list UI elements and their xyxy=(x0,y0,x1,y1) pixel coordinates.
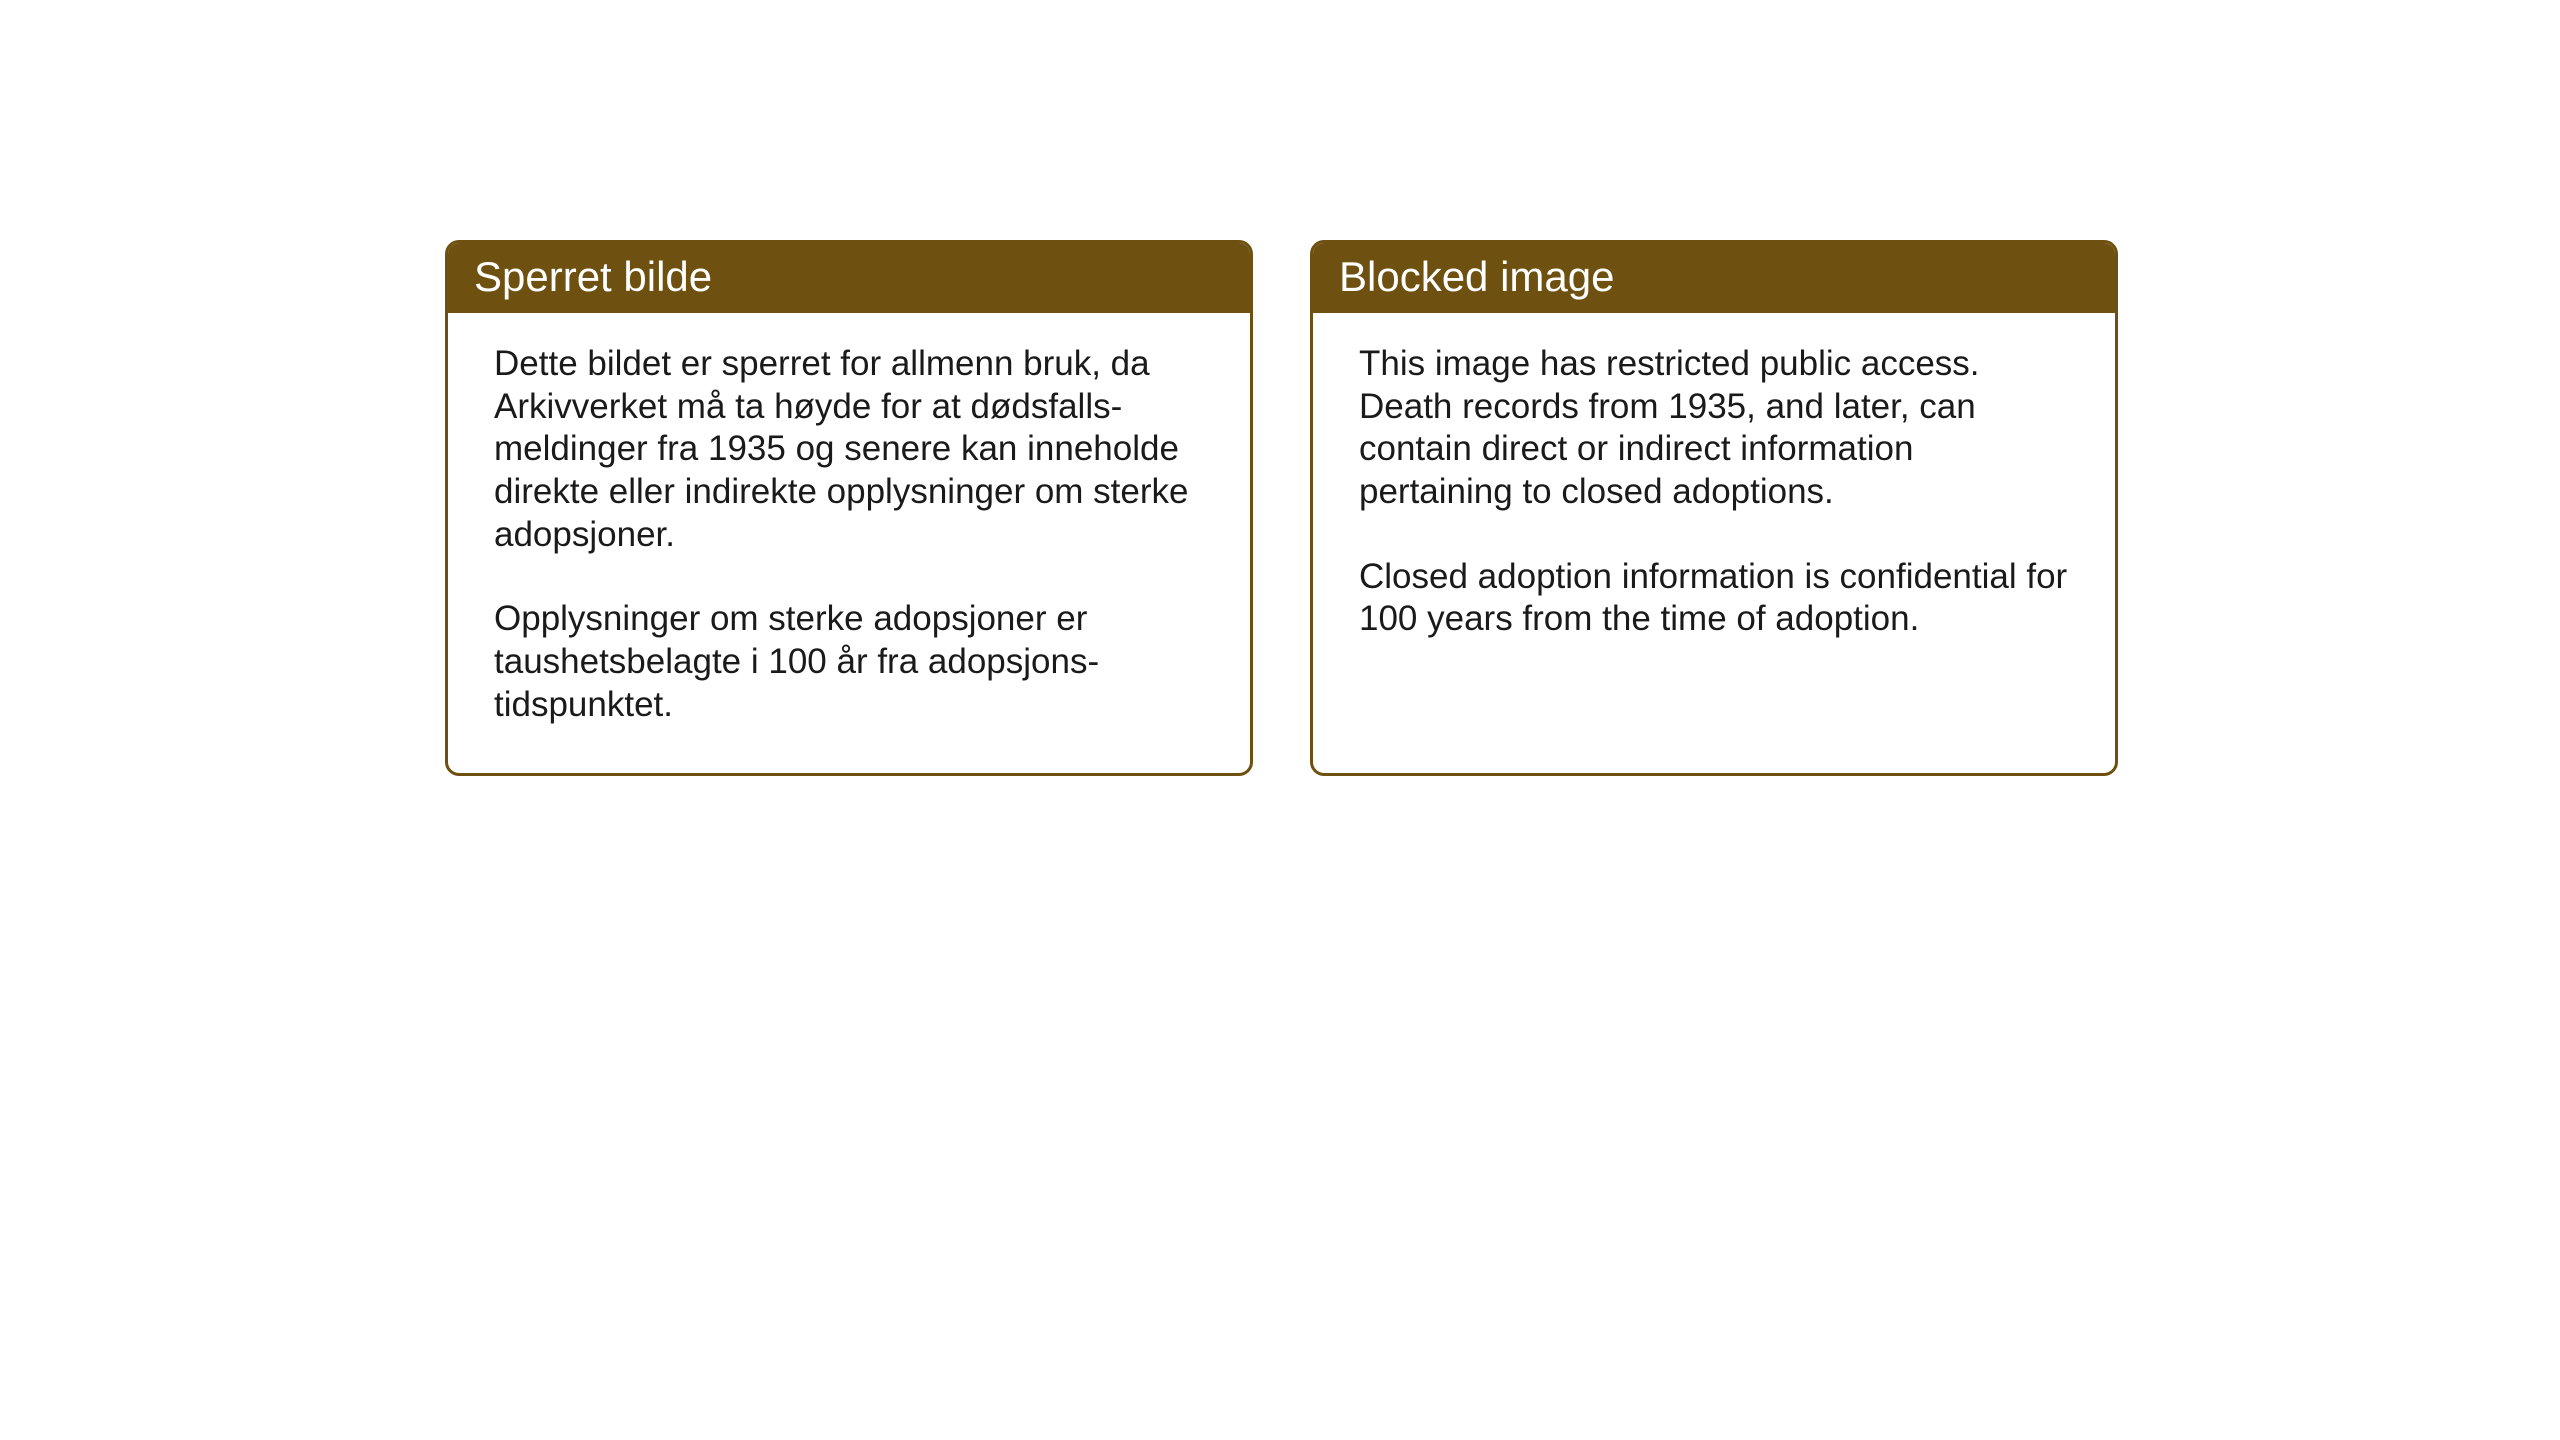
norwegian-notice-box: Sperret bilde Dette bildet er sperret fo… xyxy=(445,240,1253,776)
english-notice-box: Blocked image This image has restricted … xyxy=(1310,240,2118,776)
english-paragraph-2: Closed adoption information is confident… xyxy=(1359,556,2069,641)
norwegian-notice-body: Dette bildet er sperret for allmenn bruk… xyxy=(448,313,1250,773)
norwegian-paragraph-2: Opplysninger om sterke adopsjoner er tau… xyxy=(494,598,1204,726)
english-notice-title: Blocked image xyxy=(1313,243,2115,313)
english-notice-body: This image has restricted public access.… xyxy=(1313,313,2115,755)
norwegian-notice-title: Sperret bilde xyxy=(448,243,1250,313)
english-paragraph-1: This image has restricted public access.… xyxy=(1359,343,2069,514)
norwegian-paragraph-1: Dette bildet er sperret for allmenn bruk… xyxy=(494,343,1204,556)
notice-container: Sperret bilde Dette bildet er sperret fo… xyxy=(445,240,2118,776)
